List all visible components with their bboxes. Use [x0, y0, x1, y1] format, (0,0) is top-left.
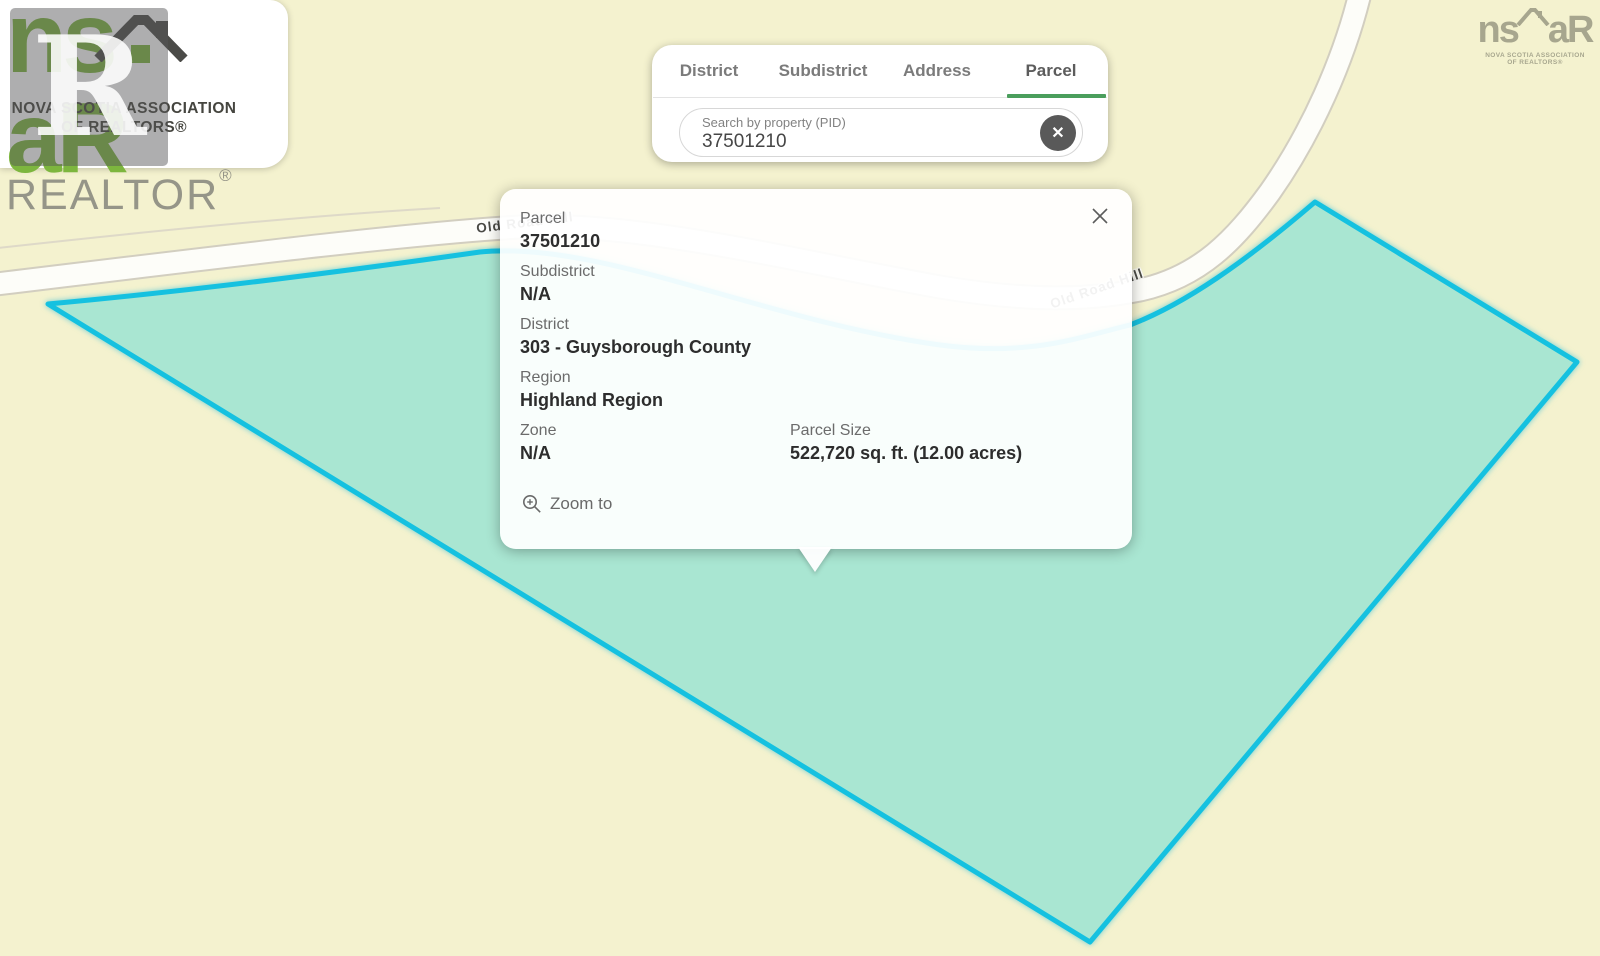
assoc-line1: NOVA SCOTIA ASSOCIATION	[1485, 52, 1585, 59]
active-tab-underline	[1007, 94, 1106, 98]
zoom-to-link[interactable]: Zoom to	[522, 494, 612, 514]
search-tabs: District Subdistrict Address Parcel	[652, 45, 1108, 97]
house-roof-icon	[94, 12, 188, 67]
nsar-watermark-logo: ns aR NOVA SCOTIA ASSOCIATION OF REALTOR…	[1470, 8, 1600, 66]
map-parallel-line	[0, 207, 441, 249]
nsar-wordmark: ns aR	[1470, 8, 1600, 51]
search-placeholder-label: Search by property (PID)	[702, 115, 846, 130]
realtor-wordmark: REALTOR®	[6, 166, 234, 220]
field-value: N/A	[520, 284, 551, 304]
field-label: Parcel Size	[790, 422, 871, 439]
field-region: Region Highland Region	[520, 367, 1112, 413]
tab-parcel[interactable]: Parcel	[1025, 61, 1077, 80]
field-zone: Zone N/A	[520, 420, 790, 466]
field-value: 37501210	[520, 231, 601, 251]
clear-search-button[interactable]: ✕	[1040, 115, 1076, 151]
wordmark-right: aR	[1547, 9, 1595, 51]
zoom-to-label: Zoom to	[550, 494, 613, 513]
field-value: Highland Region	[520, 390, 663, 410]
search-input-value: 37501210	[702, 131, 787, 152]
wordmark-left: ns	[6, 0, 118, 94]
registered-mark: ®	[219, 166, 234, 185]
field-parcel-size: Parcel Size 522,720 sq. ft. (12.00 acres…	[790, 420, 1022, 466]
wordmark-right: aR	[6, 82, 129, 194]
house-body-square	[131, 45, 150, 63]
tab-subdistrict[interactable]: Subdistrict	[778, 61, 868, 80]
field-parcel: Parcel 37501210	[520, 208, 1112, 254]
realtor-label: REALTOR	[6, 171, 220, 219]
wordmark-left: ns	[1477, 9, 1520, 51]
nsar-wordmark: nsaR	[6, 0, 288, 188]
tab-divider	[653, 97, 1107, 98]
realtor-r-watermark: R	[10, 8, 168, 166]
field-label: Region	[520, 369, 571, 386]
field-label: Subdistrict	[520, 263, 595, 280]
field-value: N/A	[520, 443, 551, 463]
assoc-line2: OF REALTORS®	[61, 119, 187, 136]
zoom-in-magnifier-icon	[522, 494, 542, 514]
tab-address[interactable]: Address	[902, 61, 972, 80]
field-label: District	[520, 316, 569, 333]
field-label: Parcel	[520, 210, 566, 227]
nsar-logo-card: nsaR NOVA SCOTIA ASSOCIATION OF REALTORS…	[0, 0, 288, 188]
clear-x-icon: ✕	[1051, 125, 1065, 142]
field-value: 522,720 sq. ft. (12.00 acres)	[790, 443, 1023, 463]
assoc-line1: NOVA SCOTIA ASSOCIATION	[11, 100, 237, 117]
house-roof-icon	[1516, 0, 1550, 34]
field-zone-size-row: Zone N/A Parcel Size 522,720 sq. ft. (12…	[520, 420, 1112, 466]
close-icon[interactable]	[1088, 204, 1112, 228]
field-district: District 303 - Guysborough County	[520, 314, 1112, 360]
parcel-info-popup: Parcel 37501210 Subdistrict N/A District…	[500, 189, 1132, 549]
field-value: 303 - Guysborough County	[520, 337, 752, 357]
search-widget: District Subdistrict Address Parcel Sear…	[652, 45, 1108, 162]
tab-district[interactable]: District	[679, 61, 739, 80]
search-input[interactable]: Search by property (PID) 37501210 ✕	[679, 108, 1083, 157]
field-label: Zone	[520, 422, 557, 439]
watermark-letter: R	[31, 5, 147, 168]
assoc-line2: OF REALTORS®	[1507, 59, 1563, 66]
field-subdistrict: Subdistrict N/A	[520, 261, 1112, 307]
